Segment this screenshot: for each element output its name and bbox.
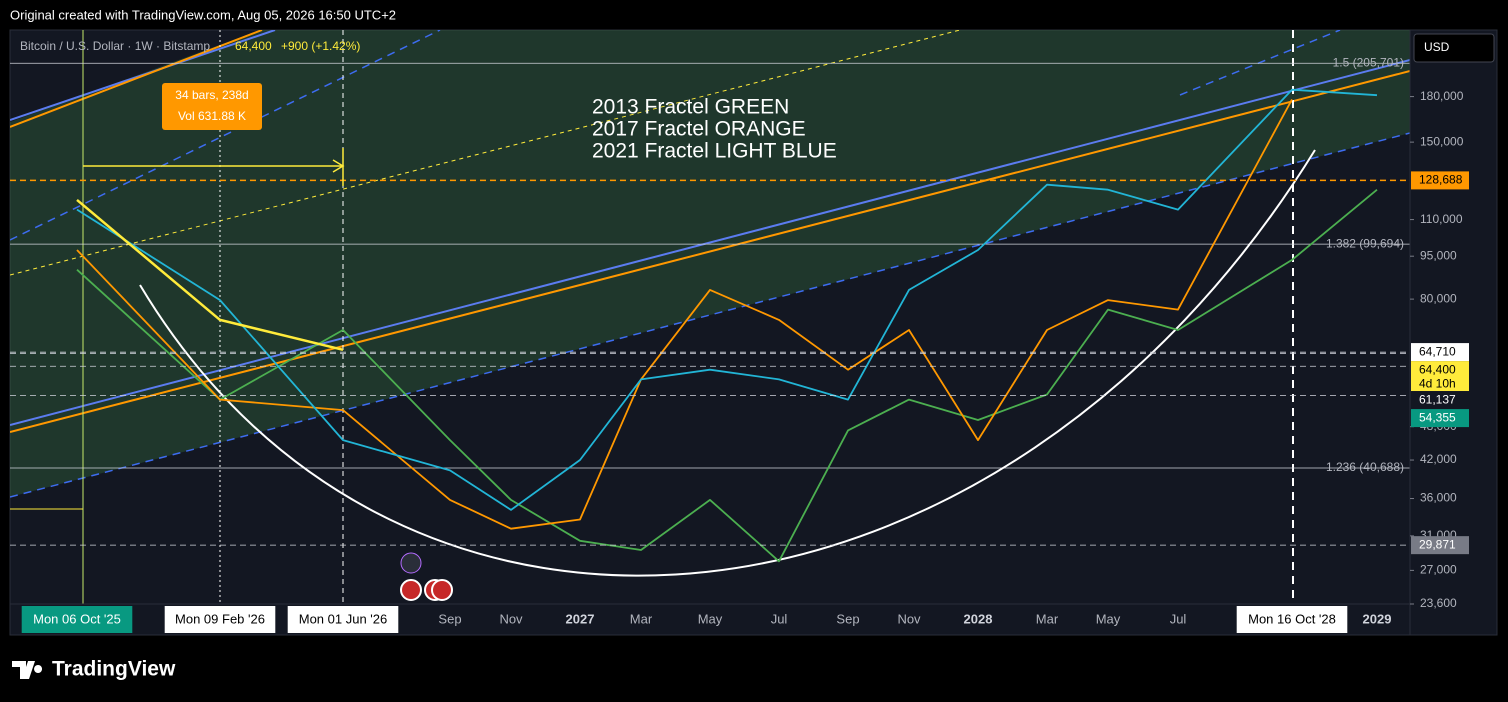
price-badge-label: 64,400 — [1419, 362, 1456, 376]
annotation-text: 2013 Fractel GREEN — [592, 96, 789, 119]
event-icon — [400, 579, 422, 601]
plot-area: 1.5 (205,701) 1.382 (99,694) 1.236 (40,688… — [10, 30, 1410, 604]
event-icon — [431, 579, 453, 601]
price-badge — [1411, 361, 1469, 392]
price-axis — [1410, 31, 1496, 605]
x-tick-label: Mon 16 Oct '28 — [1248, 611, 1336, 626]
x-tick-label: May — [1096, 611, 1121, 626]
x-tick-label: Jul — [771, 611, 788, 626]
event-icon — [400, 552, 422, 574]
x-tick-label: Mar — [1036, 611, 1059, 626]
x-tick-label: Nov — [499, 611, 523, 626]
channel-line — [10, 70, 1410, 433]
price-badge-label: 128,688 — [1419, 173, 1463, 187]
currency-label: USD — [1424, 40, 1450, 54]
y-tick-label: 80,000 — [1420, 291, 1457, 305]
price-badge-label: 64,710 — [1419, 344, 1456, 358]
channel-dotted — [10, 30, 961, 276]
y-tick-label: 36,000 — [1420, 491, 1457, 505]
measure-box — [162, 83, 262, 130]
currency-box — [1413, 33, 1495, 63]
logo-text: TradingView — [52, 658, 176, 681]
date-badge — [21, 606, 133, 633]
x-tick-label: Sep — [836, 611, 859, 626]
price-badge-label: 61,137 — [1419, 392, 1456, 406]
symbol-label: Bitcoin / U.S. Dollar · 1W · Bitstamp — [20, 39, 210, 53]
price-badge-label: 54,355 — [1419, 410, 1456, 424]
channel-dash — [10, 132, 1410, 498]
price-badge-label: 29,871 — [1419, 537, 1456, 551]
x-tick-label: Sep — [438, 611, 461, 626]
series-line — [76, 189, 1378, 563]
y-tick-label: 180,000 — [1420, 89, 1464, 103]
x-tick-label: Nov — [897, 611, 921, 626]
price-badge — [1411, 391, 1469, 410]
y-tick-label: 150,000 — [1420, 134, 1464, 148]
x-tick-label: 2027 — [566, 611, 595, 626]
y-tick-label: 27,000 — [1420, 563, 1457, 577]
x-tick-label: Mon 09 Feb '26 — [175, 611, 265, 626]
y-tick-label: 23,600 — [1420, 596, 1457, 610]
plot: 1.5 (205,701) 1.382 (99,694) 1.236 (40,688… — [10, 30, 1496, 635]
x-tick-label: 2028 — [964, 611, 993, 626]
channel-line — [10, 59, 1410, 426]
parabola — [139, 149, 1316, 577]
fib-label: 1.5 (205,701) — [1333, 55, 1404, 69]
chart-frame — [9, 29, 1498, 636]
annotation-text: 2021 Fractel LIGHT BLUE — [592, 140, 837, 163]
logo-mark — [12, 661, 43, 679]
y-tick-label: 95,000 — [1420, 248, 1457, 262]
annotation-text: 2017 Fractel ORANGE — [592, 118, 806, 141]
x-tick-label: Jul — [1170, 611, 1187, 626]
price-badge-note: 4d 10h — [1419, 376, 1456, 390]
price-badge — [1411, 409, 1469, 428]
date-badge — [287, 606, 399, 633]
x-tick-label: Mon 01 Jun '26 — [299, 611, 388, 626]
footer-logo: TradingView — [12, 658, 176, 681]
x-tick-label: Mon 06 Oct '25 — [33, 611, 121, 626]
change-label: +900 (+1.42%) — [281, 39, 360, 53]
channel-dash — [1179, 30, 1341, 96]
fib-label: 1.236 (40,688) — [1326, 460, 1404, 474]
fib-label: 1.382 (99,694) — [1326, 236, 1404, 250]
y-tick-label: 110,000 — [1420, 212, 1463, 226]
channel-fill — [10, 30, 1410, 497]
x-tick-label: May — [698, 611, 723, 626]
measure-volume: Vol 631.88 K — [178, 109, 246, 123]
x-tick-label: 2029 — [1363, 611, 1392, 626]
date-badge — [164, 606, 276, 633]
x-tick-label: Mar — [630, 611, 653, 626]
price-badge — [1411, 343, 1469, 362]
price-badge — [1411, 536, 1469, 555]
series-line — [76, 198, 344, 352]
channel-dash — [10, 30, 441, 241]
price-label: 64,400 — [235, 39, 272, 53]
date-badge — [1236, 606, 1348, 633]
series-line — [76, 88, 1378, 511]
header-text: Original created with TradingView.com, A… — [10, 7, 396, 22]
measure-arrowhead — [332, 159, 345, 173]
price-badge — [1411, 171, 1469, 190]
measure-bars: 34 bars, 238d — [175, 88, 248, 102]
y-tick-label: 42,000 — [1420, 452, 1457, 466]
